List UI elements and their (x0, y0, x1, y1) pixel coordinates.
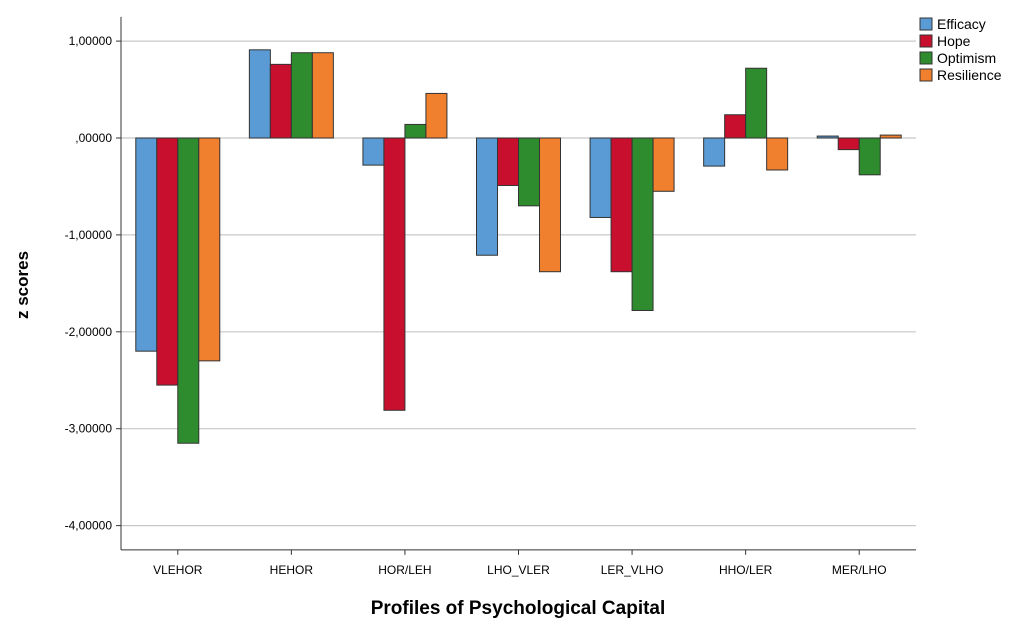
bar-efficacy (589, 137, 612, 218)
y-tick-label: ,00000 (75, 131, 112, 145)
bar-efficacy (703, 137, 726, 167)
legend-swatch-efficacy (919, 17, 933, 31)
legend-label-efficacy: Efficacy (937, 16, 986, 32)
legend-label-hope: Hope (937, 33, 971, 49)
bar-efficacy (248, 49, 271, 139)
x-tick-label: HHO/LER (719, 563, 773, 577)
bar-resilience (539, 137, 561, 273)
bar-resilience (766, 137, 789, 171)
y-tick-label: -1,00000 (65, 228, 113, 242)
y-tick-label: -2,00000 (65, 325, 113, 339)
bar-optimism (290, 52, 313, 139)
x-tick-label: VLEHOR (153, 563, 203, 577)
bar-hope (724, 114, 747, 139)
legend-label-resilience: Resilience (937, 67, 1002, 83)
x-tick-label: LHO_VLER (487, 563, 550, 577)
gridlines (121, 40, 916, 527)
bar-hope (156, 137, 179, 386)
legend-swatch-resilience (919, 68, 933, 82)
y-tick-label: -4,00000 (65, 519, 113, 533)
bar-hope (610, 137, 633, 273)
bar-resilience (652, 137, 675, 192)
x-tick-label: MER/LHO (832, 563, 887, 577)
bar-hope (383, 137, 406, 411)
x-axis-title: Profiles of Psychological Capital (371, 598, 666, 619)
x-tick-label: HOR/LEH (378, 563, 431, 577)
bars (135, 49, 902, 444)
bar-hope (269, 63, 292, 139)
bar-efficacy (476, 137, 498, 256)
bar-optimism (745, 67, 768, 139)
bar-optimism (858, 137, 881, 176)
legend-label-optimism: Optimism (937, 50, 996, 66)
bar-efficacy (816, 135, 839, 139)
bar-hope (497, 137, 519, 186)
bar-optimism (404, 123, 427, 139)
legend-swatch-hope (919, 34, 933, 48)
bar-hope (837, 137, 860, 151)
bar-resilience (879, 134, 902, 139)
y-axis-title: z scores (13, 251, 32, 319)
x-tick-label: LER_VLHO (601, 563, 664, 577)
bar-efficacy (362, 137, 385, 166)
legend-swatch-optimism (919, 51, 933, 65)
bar-efficacy (135, 137, 158, 352)
bar-resilience (198, 137, 221, 362)
axes: 1,00000 ,00000 -1,00000 -2,00000 -3,00000 -4,… (65, 16, 916, 577)
x-tick-label: HEHOR (270, 563, 314, 577)
bar-optimism (518, 137, 540, 207)
bar-optimism (631, 137, 654, 311)
bar-resilience (311, 52, 334, 139)
y-tick-label: -3,00000 (65, 422, 113, 436)
bar-resilience (425, 92, 448, 139)
y-tick-label: 1,00000 (69, 34, 113, 48)
bar-optimism (177, 137, 200, 444)
